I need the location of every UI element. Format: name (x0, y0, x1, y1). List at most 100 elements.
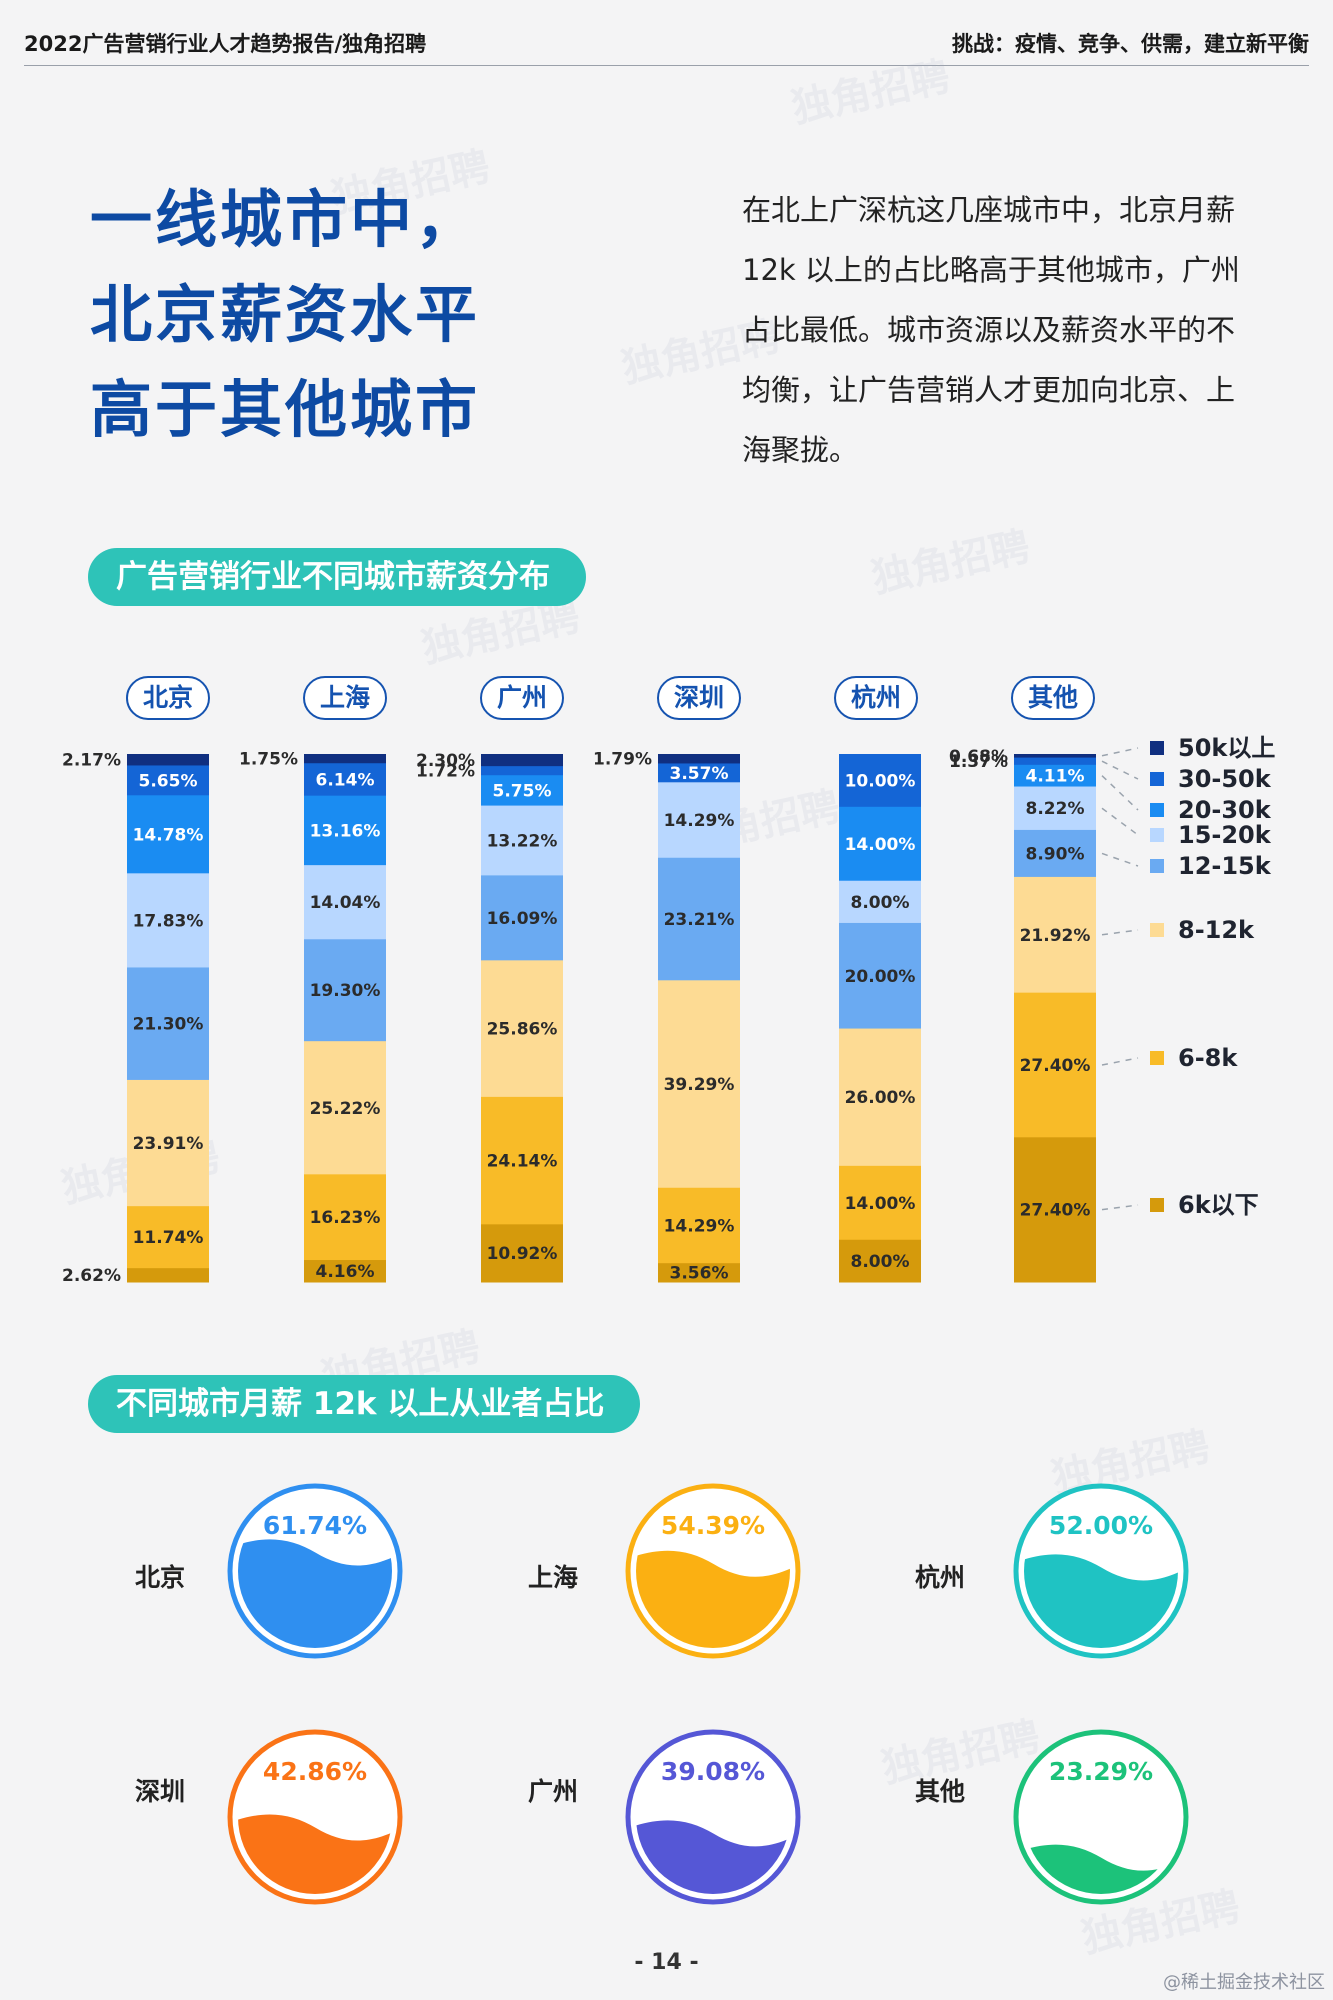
legend-swatch (1150, 923, 1164, 937)
bar-segment-杭州-12-15k (839, 922, 921, 1030)
bar-value-label: 8.00% (851, 1252, 910, 1272)
bar-value-label: 19.30% (310, 981, 381, 1001)
bar-value-label-outside: 1.37% (949, 752, 1008, 772)
gauge-shanghai: 54.39% (625, 1483, 801, 1659)
section-title-salary-distribution: 广告营销行业不同城市薪资分布 (88, 548, 586, 606)
bar-segment-广州-12-15k (481, 875, 563, 961)
legend-label: 6-8k (1178, 1044, 1238, 1072)
gauge-city-label: 杭州 (915, 1563, 966, 1592)
bar-value-label: 5.65% (139, 771, 198, 791)
bar-segment-广州-30-50k (481, 766, 563, 776)
bar-segment-其他-8-12k (1014, 876, 1096, 994)
bar-segment-广州-8-12k (481, 960, 563, 1098)
legend-label: 20-30k (1178, 796, 1272, 824)
bar-value-label: 10.00% (845, 771, 916, 791)
bar-segment-其他-50k以上 (1014, 754, 1096, 759)
legend-label: 30-50k (1178, 765, 1272, 793)
legend-swatch (1150, 741, 1164, 755)
bar-value-label: 10.92% (487, 1244, 558, 1264)
gauge-fill (1024, 1844, 1178, 1894)
legend-swatch (1150, 772, 1164, 786)
legend-leader-line (1101, 760, 1139, 780)
headline-line: 高于其他城市 (90, 373, 481, 446)
bar-value-label: 14.04% (310, 893, 381, 913)
city-tag-shenzhen: 深圳 (657, 676, 741, 720)
bar-value-label-outside: 0.68% (949, 747, 1008, 767)
watermark: 独角招聘 (867, 523, 1034, 603)
bar-value-label: 26.00% (845, 1088, 916, 1108)
gauge-value-label: 42.86% (263, 1757, 367, 1786)
legend-swatch (1150, 828, 1164, 842)
report-title: 2022广告营销行业人才趋势报告/独角招聘 (24, 32, 427, 56)
bar-segment-北京-12-15k (127, 967, 209, 1081)
bar-value-label: 3.57% (670, 764, 729, 784)
chapter-title: 挑战：疫情、竞争、供需，建立新平衡 (952, 32, 1309, 56)
bar-value-label-outside: 1.79% (593, 750, 652, 770)
bar-value-label: 27.40% (1020, 1056, 1091, 1076)
bar-segment-杭州-6-8k (839, 1165, 921, 1241)
gauge-city-label: 上海 (528, 1563, 579, 1592)
bar-value-label: 20.00% (845, 967, 916, 987)
city-tag-beijing: 北京 (126, 676, 210, 720)
headline: 一线城市中， 北京薪资水平 高于其他城市 (90, 172, 480, 457)
legend-leader-line (1101, 775, 1139, 811)
legend-label: 12-15k (1178, 852, 1272, 880)
bar-value-label: 27.40% (1020, 1201, 1091, 1221)
city-tag-other: 其他 (1011, 676, 1095, 720)
legend-leader-line (1101, 852, 1139, 867)
bar-segment-深圳-15-20k (658, 782, 740, 859)
bar-segment-杭州-8-12k (839, 1028, 921, 1167)
bar-value-label: 4.11% (1026, 767, 1085, 787)
section-title-12k-share: 不同城市月薪 12k 以上从业者占比 (88, 1375, 641, 1433)
bar-value-label: 5.75% (493, 781, 552, 801)
bar-value-label: 11.74% (133, 1228, 204, 1248)
bar-segment-上海-6-8k (304, 1174, 386, 1261)
bar-segment-杭州-30-50k (839, 754, 921, 808)
bar-segment-深圳-12-15k (658, 857, 740, 981)
legend-swatch (1150, 803, 1164, 817)
legend-swatch (1150, 859, 1164, 873)
bar-segment-上海-15-20k (304, 865, 386, 940)
bar-value-label: 24.14% (487, 1152, 558, 1172)
gauge-value-label: 23.29% (1049, 1757, 1153, 1786)
bar-value-label-outside: 1.75% (239, 750, 298, 770)
legend-leader-line (1101, 807, 1139, 836)
legend-label: 50k以上 (1178, 734, 1275, 762)
intro-paragraph: 在北上广深杭这几座城市中，北京月薪 12k 以上的占比略高于其他城市，广州占比最… (742, 193, 1240, 467)
bar-segment-广州-15-20k (481, 805, 563, 876)
bar-value-label: 14.00% (845, 835, 916, 855)
bar-segment-北京-30-50k (127, 765, 209, 796)
gauge-value-label: 54.39% (661, 1511, 765, 1540)
bar-value-label: 14.78% (133, 825, 204, 845)
legend-leader-line (1101, 747, 1139, 757)
bar-segment-北京-15-20k (127, 873, 209, 968)
bar-value-label: 13.22% (487, 831, 558, 851)
bar-segment-其他-20-30k (1014, 764, 1096, 788)
city-tag-guangzhou: 广州 (480, 676, 564, 720)
gauge-city-label: 其他 (915, 1777, 966, 1806)
legend-label: 15-20k (1178, 821, 1272, 849)
bar-value-label-outside: 2.17% (62, 751, 121, 771)
bar-value-label: 6.14% (316, 770, 375, 790)
bar-value-label: 8.00% (851, 893, 910, 913)
bar-value-label: 14.29% (664, 1216, 735, 1236)
legend-swatch (1150, 1051, 1164, 1065)
bar-value-label: 4.16% (316, 1262, 375, 1282)
bar-segment-深圳-6-8k (658, 1187, 740, 1264)
bar-segment-上海-50k以上 (304, 754, 386, 764)
bar-value-label: 17.83% (133, 911, 204, 931)
bar-value-label: 25.22% (310, 1099, 381, 1119)
page-header: 2022广告营销行业人才趋势报告/独角招聘 挑战：疫情、竞争、供需，建立新平衡 (24, 24, 1309, 66)
legend-leader-line (1101, 1057, 1139, 1066)
bar-value-label: 21.30% (133, 1015, 204, 1035)
bar-segment-深圳-30-50k (658, 763, 740, 783)
bar-value-label: 39.29% (664, 1075, 735, 1095)
gauge-beijing: 61.74% (227, 1483, 403, 1659)
bar-segment-杭州-6k以下 (839, 1239, 921, 1283)
bar-segment-其他-12-15k (1014, 829, 1096, 878)
gauge-city-label: 北京 (135, 1563, 186, 1592)
bar-value-label: 23.91% (133, 1134, 204, 1154)
salary-stacked-bar-chart: 2.17% 5.65% 14.78% 17.83% 21.30% 23.91% 11.74%… (62, 734, 1275, 1286)
bar-value-label: 13.16% (310, 821, 381, 841)
bar-segment-其他-6-8k (1014, 992, 1096, 1138)
